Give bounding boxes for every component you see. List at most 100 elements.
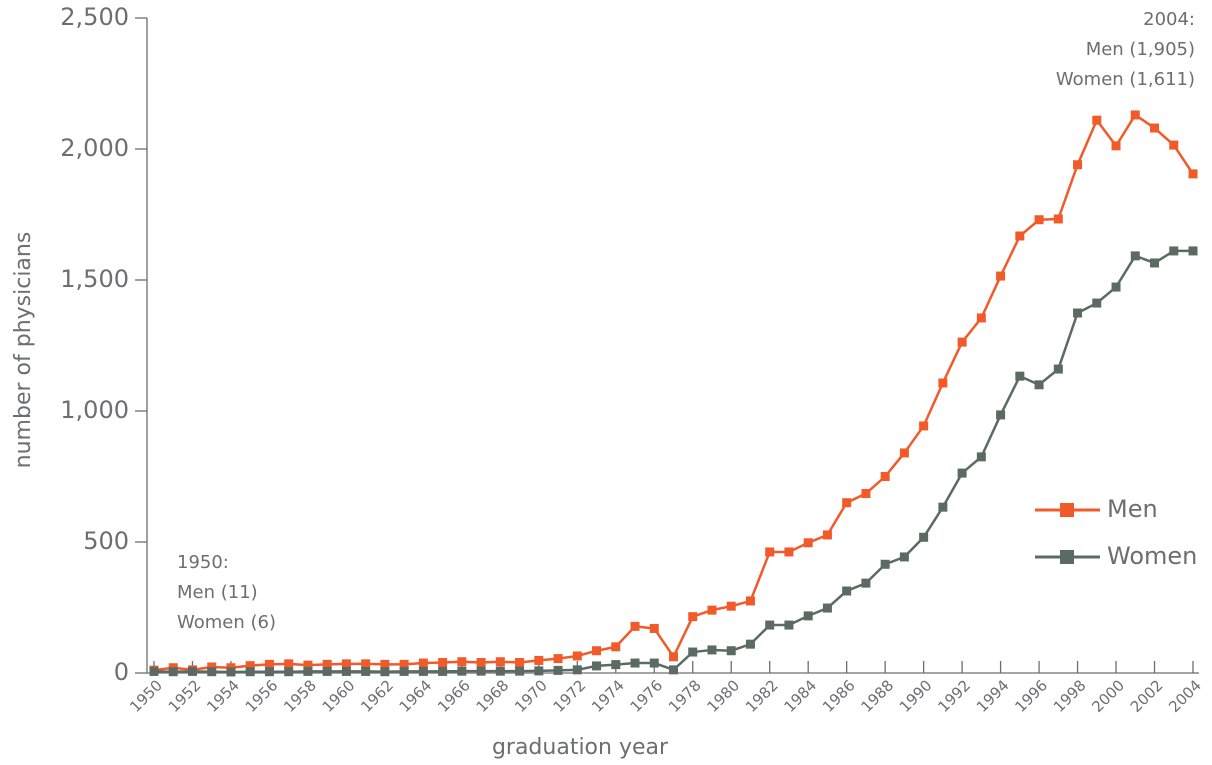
annotation: 2004: bbox=[1143, 9, 1195, 30]
annotation: Women (6) bbox=[177, 612, 276, 633]
x-tick-label: 1954 bbox=[203, 676, 243, 716]
y-tick-label: 2,000 bbox=[60, 134, 129, 162]
marker bbox=[495, 657, 505, 667]
marker bbox=[1188, 246, 1198, 256]
marker bbox=[688, 612, 698, 622]
marker bbox=[765, 620, 775, 630]
marker bbox=[187, 666, 197, 676]
marker bbox=[534, 666, 544, 676]
legend-label: Men bbox=[1107, 495, 1158, 523]
marker bbox=[611, 642, 621, 652]
marker bbox=[861, 489, 871, 499]
marker bbox=[822, 603, 832, 613]
marker bbox=[611, 660, 621, 670]
marker bbox=[707, 645, 717, 655]
marker bbox=[880, 472, 890, 481]
marker bbox=[438, 666, 448, 676]
marker bbox=[1092, 115, 1102, 125]
marker bbox=[303, 660, 313, 670]
x-tick-label: 1970 bbox=[511, 676, 551, 716]
marker bbox=[1034, 215, 1044, 225]
marker bbox=[207, 662, 217, 672]
marker bbox=[938, 502, 948, 512]
x-tick-label: 1958 bbox=[280, 676, 320, 716]
x-tick-label: 1974 bbox=[588, 676, 628, 716]
marker bbox=[303, 666, 313, 676]
marker bbox=[1111, 282, 1121, 292]
x-tick-label: 1950 bbox=[126, 676, 166, 716]
marker bbox=[957, 337, 967, 347]
x-tick-label: 1982 bbox=[742, 676, 782, 716]
marker bbox=[1130, 110, 1140, 120]
legend-label: Women bbox=[1107, 542, 1197, 570]
marker bbox=[284, 659, 294, 669]
marker bbox=[1015, 231, 1025, 241]
marker bbox=[592, 646, 602, 656]
marker bbox=[245, 661, 255, 671]
marker bbox=[803, 611, 813, 621]
y-tick-label: 1,500 bbox=[60, 265, 129, 293]
marker bbox=[976, 452, 986, 462]
marker bbox=[380, 659, 390, 669]
marker bbox=[534, 655, 544, 665]
marker bbox=[553, 665, 563, 675]
marker bbox=[1169, 246, 1179, 256]
marker bbox=[457, 666, 467, 676]
marker bbox=[630, 658, 640, 668]
marker bbox=[1130, 251, 1140, 261]
marker bbox=[669, 652, 678, 662]
x-tick-label: 1996 bbox=[1011, 676, 1051, 716]
x-tick-label: 1998 bbox=[1050, 676, 1090, 716]
marker bbox=[688, 647, 698, 657]
marker bbox=[572, 651, 582, 661]
marker bbox=[495, 666, 505, 676]
x-tick-label: 2004 bbox=[1165, 676, 1205, 716]
x-tick-label: 1978 bbox=[665, 676, 705, 716]
marker bbox=[822, 530, 832, 540]
marker bbox=[553, 654, 563, 664]
marker bbox=[1073, 160, 1083, 170]
marker bbox=[669, 665, 678, 675]
marker bbox=[842, 586, 852, 596]
marker bbox=[284, 667, 294, 677]
marker bbox=[765, 547, 775, 557]
marker bbox=[1034, 380, 1044, 390]
x-tick-label: 1960 bbox=[319, 676, 359, 716]
x-tick-label: 1962 bbox=[357, 676, 397, 716]
marker bbox=[1053, 214, 1063, 224]
marker bbox=[572, 665, 582, 675]
marker bbox=[341, 659, 351, 669]
marker bbox=[399, 659, 409, 669]
marker bbox=[1169, 140, 1179, 150]
marker bbox=[457, 657, 467, 667]
annotation: Men (1,905) bbox=[1086, 39, 1195, 60]
marker bbox=[515, 666, 525, 676]
marker bbox=[418, 658, 428, 668]
y-axis-label: number of physicians bbox=[11, 232, 36, 469]
marker bbox=[899, 448, 909, 458]
marker bbox=[899, 552, 909, 562]
marker bbox=[1150, 258, 1160, 268]
legend-swatch bbox=[1060, 503, 1074, 517]
marker bbox=[1053, 364, 1063, 374]
x-tick-label: 1986 bbox=[819, 676, 859, 716]
annotation: 1950: bbox=[177, 552, 229, 573]
annotation: Men (11) bbox=[177, 582, 258, 603]
marker bbox=[476, 666, 486, 676]
y-tick-label: 1,000 bbox=[60, 396, 129, 424]
x-tick-label: 1988 bbox=[857, 676, 897, 716]
marker bbox=[803, 538, 813, 548]
marker bbox=[592, 661, 602, 671]
annotation: Women (1,611) bbox=[1056, 69, 1195, 90]
marker bbox=[149, 666, 159, 676]
marker bbox=[399, 666, 409, 676]
marker bbox=[341, 666, 351, 676]
marker bbox=[476, 658, 486, 668]
marker bbox=[630, 621, 640, 631]
marker bbox=[1015, 371, 1025, 381]
x-tick-label: 1952 bbox=[165, 676, 205, 716]
x-tick-label: 2002 bbox=[1127, 676, 1167, 716]
marker bbox=[996, 271, 1006, 281]
marker bbox=[649, 658, 659, 668]
